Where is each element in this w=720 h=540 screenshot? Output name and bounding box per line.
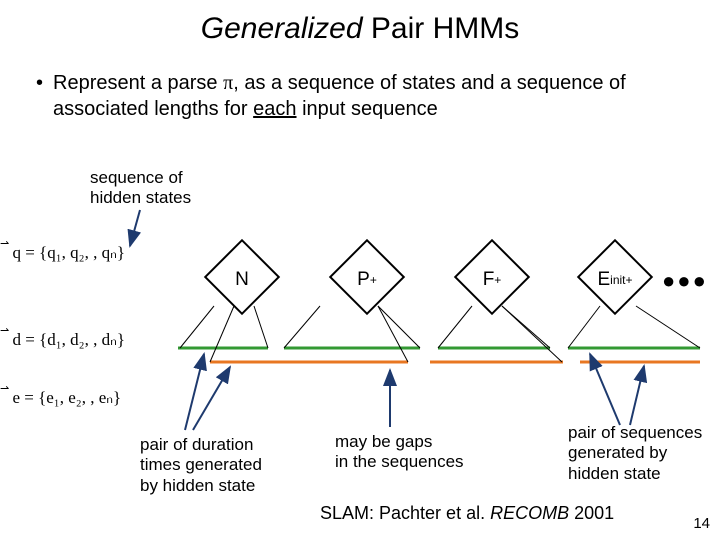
bullet-pre: Represent a parse <box>53 72 223 94</box>
label-duration: pair of duration times generated by hidd… <box>140 435 262 496</box>
slide-title: Generalized Pair HMMs <box>0 0 720 46</box>
state-node-label: N <box>215 253 269 307</box>
title-rest: Pair HMMs <box>363 12 520 45</box>
formula-e-text: e = {e₁, e₂, , eₙ} <box>12 388 121 407</box>
state-node-label: P+ <box>340 253 394 307</box>
vector-arrow-icon: ⇀ <box>0 383 8 395</box>
formula-d-text: d = {d₁, d₂, , dₙ} <box>12 330 125 349</box>
state-node-label: Einit+ <box>588 253 642 307</box>
bullet-main: • Represent a parse π, as a sequence of … <box>36 70 684 122</box>
bullet-underlined: each <box>253 98 296 120</box>
citation: SLAM: Pachter et al. RECOMB 2001 <box>320 503 614 524</box>
title-italic: Generalized <box>201 12 363 45</box>
state-node: F+ <box>454 239 530 315</box>
formula-d: ⇀ d = {d₁, d₂, , dₙ} <box>10 330 125 350</box>
label-hidden-states: sequence of hidden states <box>90 168 191 209</box>
label-gaps: may be gaps in the sequences <box>335 432 464 473</box>
label-pair-seq: pair of sequences generated by hidden st… <box>568 423 702 484</box>
citation-post: 2001 <box>569 503 614 523</box>
slide-number: 14 <box>693 515 710 532</box>
formula-e: ⇀ e = {e₁, e₂, , eₙ} <box>10 388 121 408</box>
continuation-dots-icon: ●●● <box>662 268 708 294</box>
citation-italic: RECOMB <box>490 503 569 523</box>
bullet-text: Represent a parse π, as a sequence of st… <box>53 70 684 122</box>
state-node: N <box>204 239 280 315</box>
state-node: P+ <box>329 239 405 315</box>
bullet-dot-icon: • <box>36 70 43 96</box>
bullet-pi: π <box>223 72 233 94</box>
vector-arrow-icon: ⇀ <box>0 325 8 337</box>
citation-pre: SLAM: Pachter et al. <box>320 503 490 523</box>
bullet-post: input sequence <box>297 98 438 120</box>
state-node-label: F+ <box>465 253 519 307</box>
state-node: Einit+ <box>577 239 653 315</box>
state-nodes-row: N P+ F+ Einit+ ●●● <box>0 244 720 324</box>
